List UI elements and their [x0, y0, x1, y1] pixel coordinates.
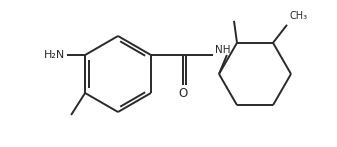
Text: H₂N: H₂N — [44, 50, 65, 60]
Text: O: O — [178, 86, 187, 100]
Text: NH: NH — [215, 45, 231, 55]
Text: CH₃: CH₃ — [289, 11, 307, 21]
